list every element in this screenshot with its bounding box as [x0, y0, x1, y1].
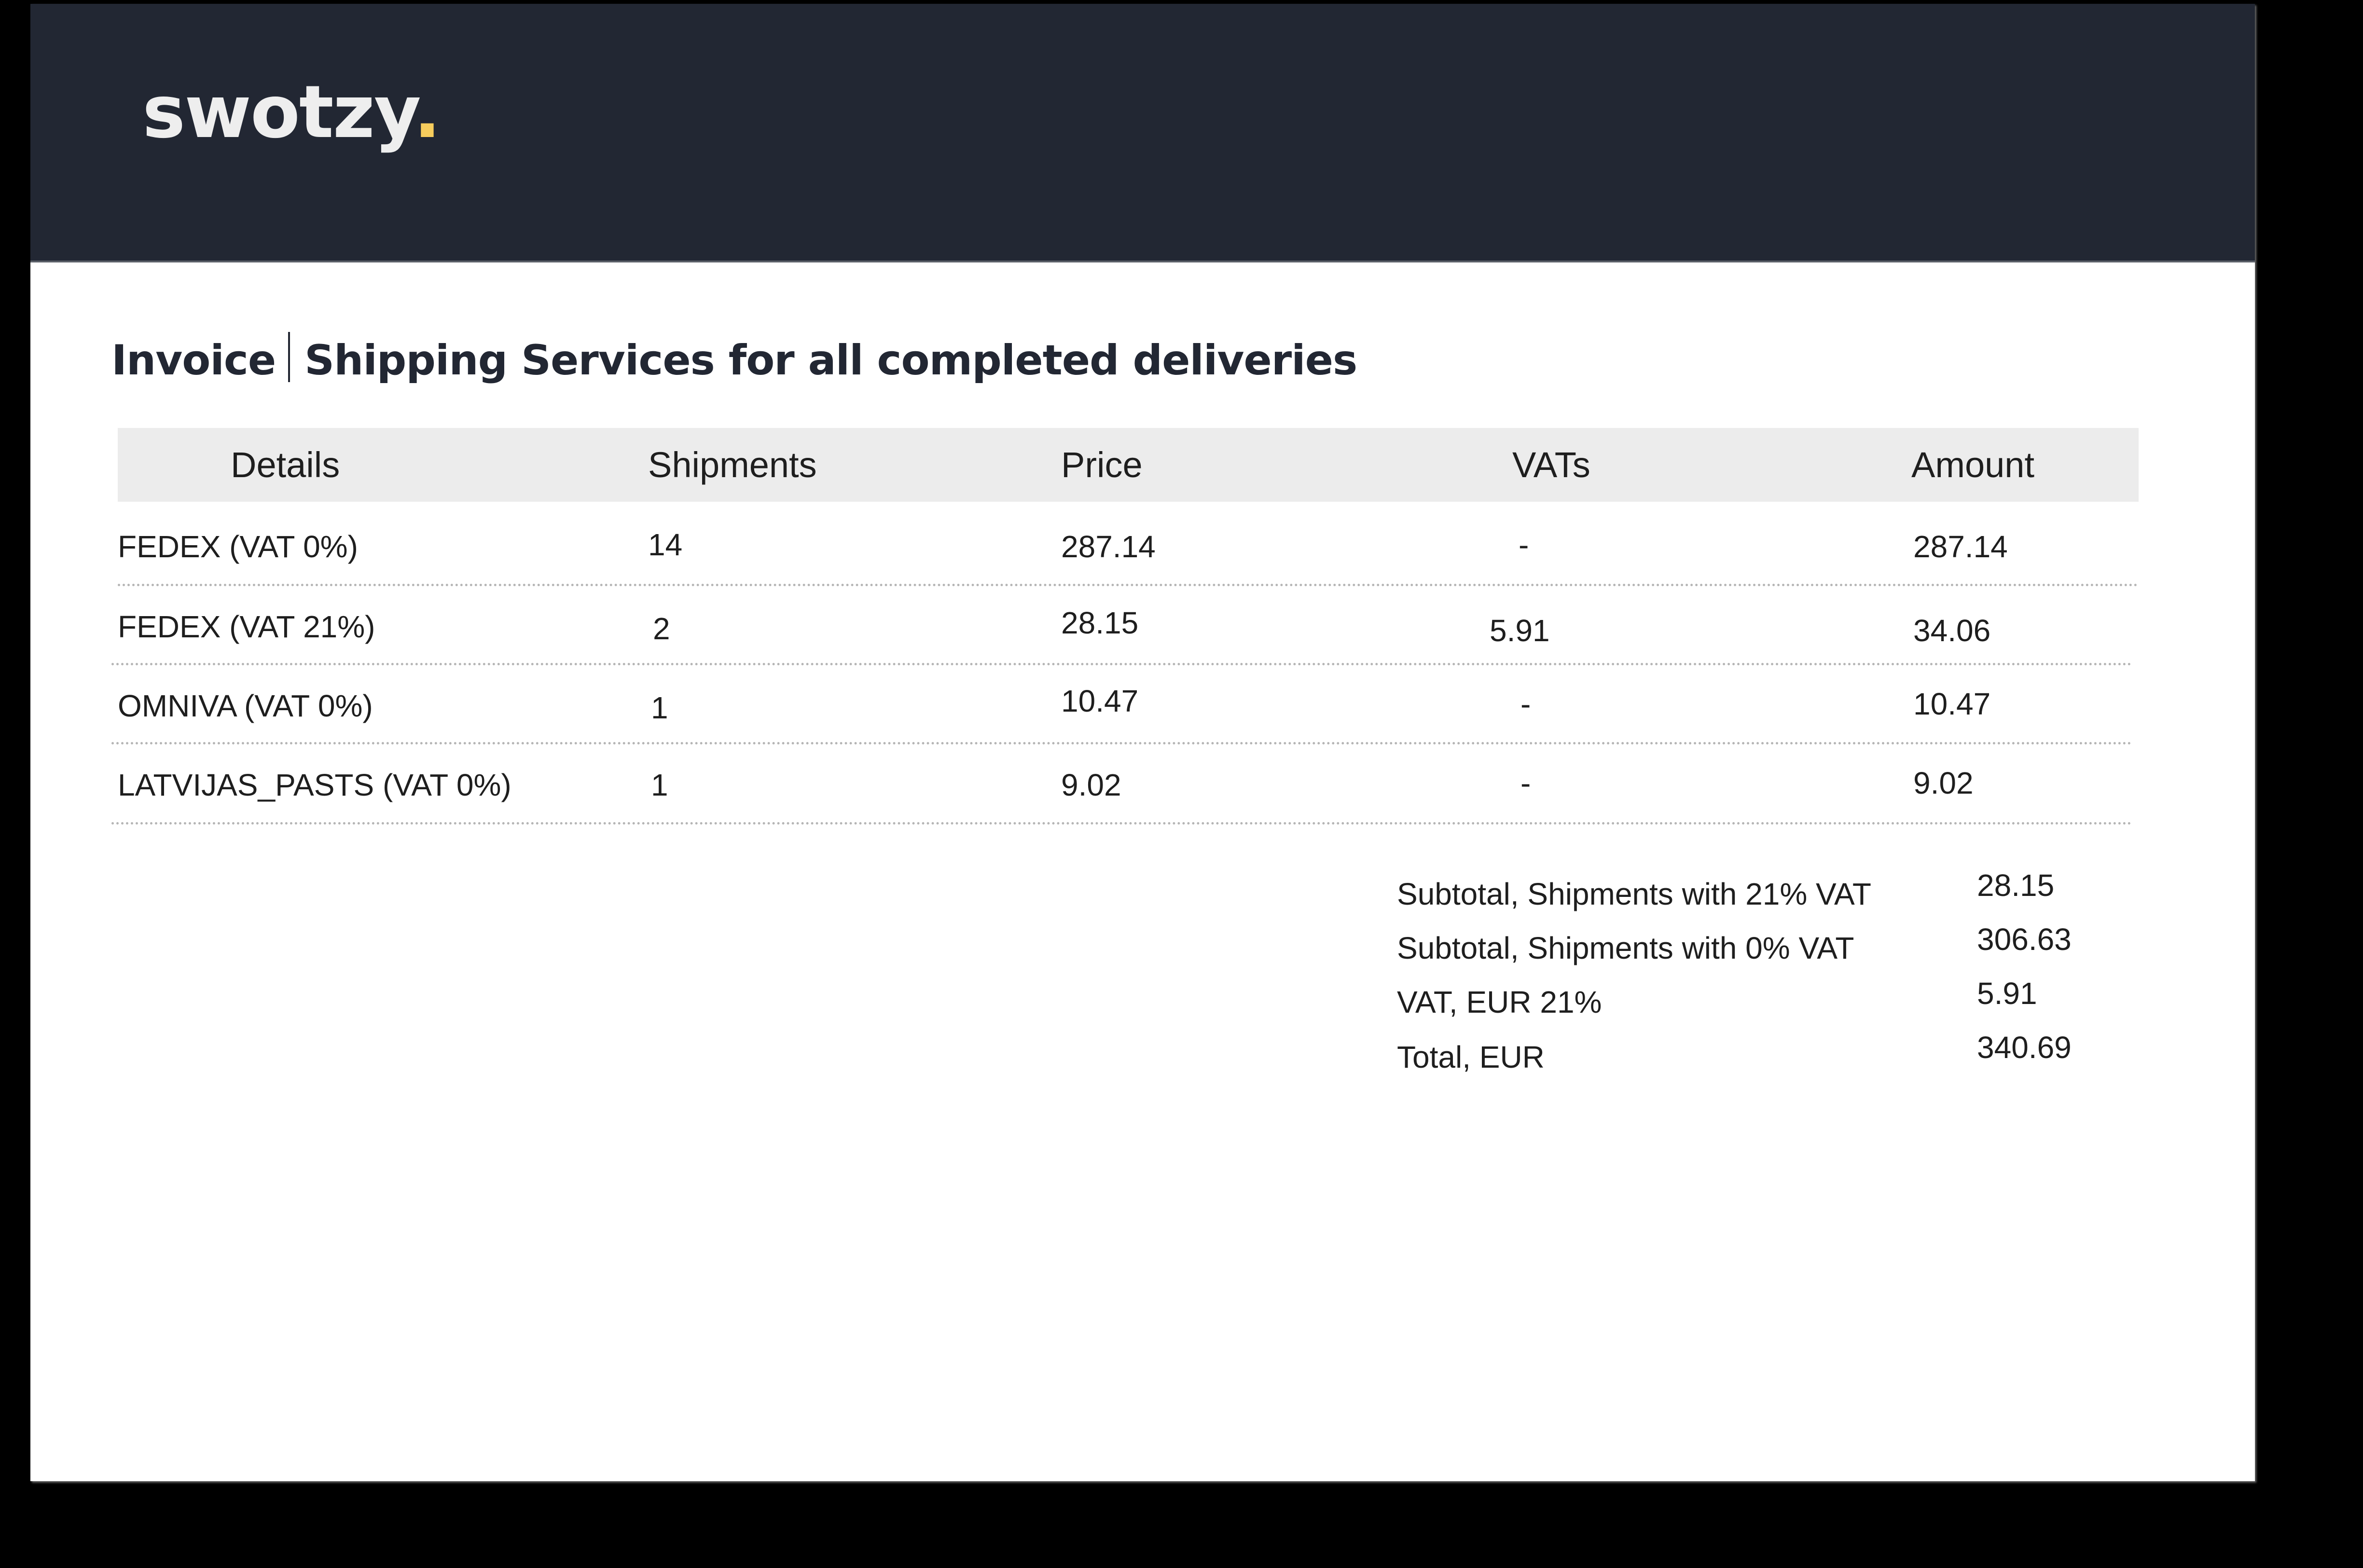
cell-amount: 287.14: [1913, 529, 2008, 564]
invoice-page: swotzy. Invoice Shipping Services for all…: [30, 4, 2255, 1481]
cell-price: 10.47: [1061, 684, 1139, 718]
summary-label-subtotal-21: Subtotal, Shipments with 21% VAT: [1397, 877, 1871, 911]
row-divider: [111, 663, 2132, 665]
title-sub: Shipping Services for all completed deli…: [304, 336, 1357, 385]
cell-vats: -: [1519, 527, 1529, 562]
summary-label-subtotal-0: Subtotal, Shipments with 0% VAT: [1397, 931, 1854, 965]
cell-details: FEDEX (VAT 0%): [118, 529, 358, 564]
column-header-vats: VATs: [1512, 445, 1590, 485]
cell-amount: 10.47: [1913, 687, 1991, 721]
row-divider: [111, 822, 2132, 825]
invoice-header: swotzy.: [30, 4, 2255, 262]
cell-vats: -: [1520, 687, 1531, 721]
table-header: Details Shipments Price VATs Amount: [118, 428, 2139, 502]
summary-label-vat: VAT, EUR 21%: [1397, 985, 1602, 1019]
brand-logo: swotzy.: [142, 76, 441, 149]
title-main: Invoice: [111, 336, 276, 385]
row-divider: [111, 742, 2132, 744]
summary-value-subtotal-0: 306.63: [1977, 922, 2072, 957]
column-header-shipments: Shipments: [648, 445, 817, 485]
page-title: Invoice Shipping Services for all complet…: [111, 332, 1357, 385]
cell-shipments: 1: [651, 690, 668, 725]
cell-shipments: 14: [648, 527, 683, 562]
cell-vats: -: [1520, 766, 1531, 800]
cell-price: 9.02: [1061, 768, 1121, 802]
cell-shipments: 2: [653, 611, 670, 646]
brand-name: swotzy: [142, 70, 415, 154]
cell-shipments: 1: [651, 768, 668, 802]
column-header-details: Details: [231, 445, 340, 485]
summary-value-vat: 5.91: [1977, 976, 2037, 1011]
column-header-amount: Amount: [1911, 445, 2035, 485]
cell-price: 28.15: [1061, 605, 1139, 640]
row-divider: [118, 584, 2139, 586]
cell-amount: 34.06: [1913, 613, 1991, 648]
cell-details: LATVIJAS_PASTS (VAT 0%): [118, 768, 511, 802]
cell-price: 287.14: [1061, 529, 1156, 564]
cell-vats: 5.91: [1490, 613, 1550, 648]
brand-dot: .: [413, 70, 441, 154]
cell-details: FEDEX (VAT 21%): [118, 609, 375, 644]
title-separator: [288, 332, 290, 382]
column-header-price: Price: [1061, 445, 1143, 485]
summary-value-total: 340.69: [1977, 1030, 2072, 1065]
summary-value-subtotal-21: 28.15: [1977, 868, 2055, 903]
summary-label-total: Total, EUR: [1397, 1040, 1545, 1074]
cell-details: OMNIVA (VAT 0%): [118, 688, 373, 723]
cell-amount: 9.02: [1913, 766, 1974, 800]
